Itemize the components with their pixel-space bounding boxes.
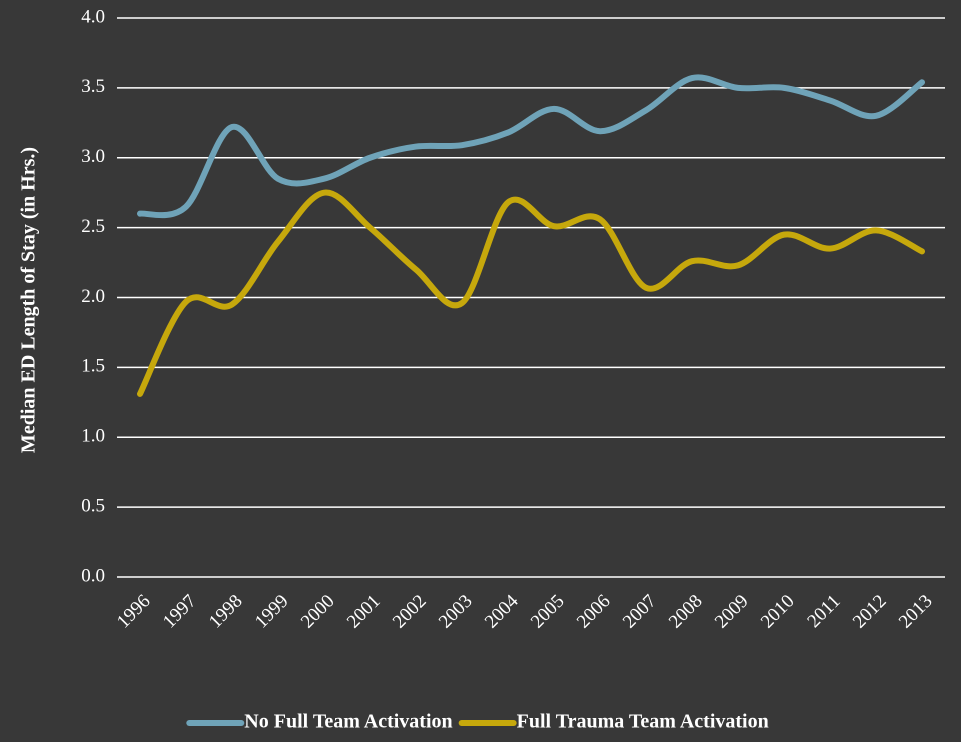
legend-label: Full Trauma Team Activation — [517, 711, 769, 733]
y-tick-label: 3.5 — [81, 76, 105, 97]
y-axis-label: Median ED Length of Stay (in Hrs.) — [18, 147, 40, 453]
legend: No Full Team Activation Full Trauma Team … — [186, 711, 769, 733]
y-tick-label: 2.0 — [81, 286, 105, 307]
y-tick-label: 1.5 — [81, 356, 105, 377]
y-tick-label: 0.0 — [81, 565, 105, 586]
legend-label: No Full Team Activation — [244, 711, 452, 733]
series-line — [137, 189, 925, 397]
y-tick-label: 2.5 — [81, 216, 105, 237]
y-tick-label: 0.5 — [81, 495, 105, 516]
y-tick-label: 4.0 — [81, 6, 105, 27]
y-tick-label: 3.0 — [81, 146, 105, 167]
y-tick-label: 1.0 — [81, 426, 105, 447]
series-line — [137, 74, 925, 219]
